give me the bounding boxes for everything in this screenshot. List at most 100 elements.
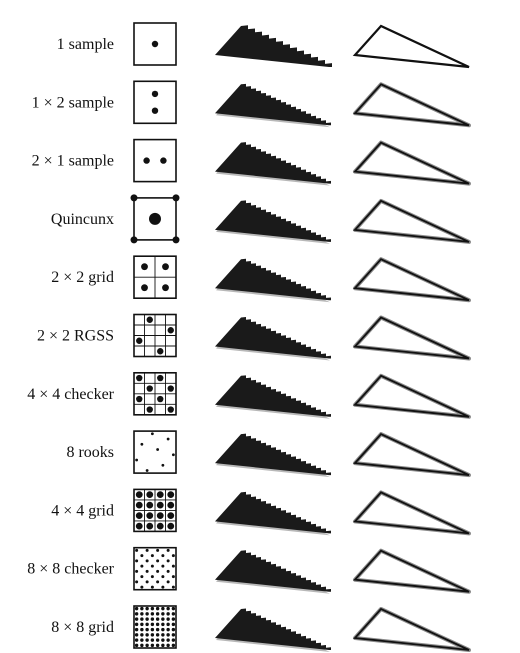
sample-point — [171, 638, 176, 642]
sample-point — [140, 627, 144, 632]
sample-point — [146, 316, 153, 323]
sample-point — [166, 643, 170, 648]
row-4x4-checker: 4 × 4 checker — [27, 371, 471, 419]
sample-point — [166, 559, 170, 563]
sample-point — [140, 585, 144, 589]
sample-point — [161, 564, 165, 568]
row-label: 4 × 4 grid — [51, 502, 114, 519]
sample-point — [134, 633, 139, 637]
sample-point — [150, 612, 155, 616]
sample-point — [140, 442, 144, 446]
sample-point — [146, 406, 153, 413]
row-label: 1 × 2 sample — [32, 94, 114, 111]
outline-triangle — [352, 24, 470, 69]
sample-point — [145, 569, 149, 573]
row-2x2-rgss: 2 × 2 RGSS — [37, 313, 471, 361]
sample-point — [171, 564, 175, 568]
sample-point — [171, 633, 176, 637]
sample-point — [156, 501, 164, 509]
outline-triangle — [353, 82, 471, 128]
sample-point — [151, 90, 159, 98]
row-8x8-grid: 8 × 8 grid — [51, 605, 471, 652]
sample-point — [150, 622, 155, 627]
sample-point — [151, 40, 159, 48]
sample-point — [145, 469, 149, 472]
sample-pattern-8x8-checker — [133, 546, 177, 591]
sample-point — [157, 374, 164, 382]
sample-point — [155, 643, 160, 648]
pattern-frame — [133, 430, 177, 474]
sample-point — [135, 491, 143, 499]
outline-edge — [353, 549, 470, 593]
outline-triangle — [353, 140, 471, 186]
sample-point — [136, 374, 143, 382]
sample-point — [135, 512, 143, 520]
sample-point — [171, 643, 176, 648]
sample-pattern-2x2-grid — [133, 255, 177, 300]
sample-point — [166, 569, 170, 573]
filled-triangle — [215, 433, 331, 478]
pattern-frame — [133, 22, 177, 66]
sample-point — [141, 284, 148, 292]
sample-point — [167, 491, 175, 499]
sample-point — [150, 643, 155, 648]
sample-point — [140, 638, 144, 642]
sample-point — [145, 617, 149, 621]
outline-edge — [353, 258, 470, 302]
sample-point — [171, 575, 175, 579]
sample-point — [134, 606, 139, 611]
sample-point — [145, 580, 149, 584]
sample-point — [140, 633, 144, 637]
row-label: 8 × 8 grid — [51, 619, 114, 636]
sample-point — [146, 512, 154, 520]
sample-point — [145, 643, 149, 648]
sample-point — [145, 638, 149, 642]
sample-point — [157, 395, 164, 403]
sample-point — [171, 453, 175, 457]
sample-pattern-2x1-sample — [133, 138, 177, 183]
outline-edge — [352, 24, 470, 69]
sample-point — [166, 437, 170, 441]
sample-point — [140, 554, 144, 558]
sample-point — [166, 638, 170, 642]
sample-point — [166, 617, 170, 621]
filled-triangle — [215, 258, 331, 303]
filled-triangle — [215, 317, 331, 361]
sample-point — [171, 622, 176, 627]
row-label: 2 × 2 grid — [51, 269, 114, 286]
sample-point — [161, 585, 165, 589]
sample-point — [136, 337, 143, 344]
sample-point — [155, 612, 160, 616]
sample-point — [134, 622, 139, 627]
sample-point — [167, 522, 175, 530]
sample-point — [146, 522, 154, 530]
sample-point — [140, 643, 144, 648]
sample-point — [134, 638, 139, 642]
sample-point — [161, 606, 165, 611]
sample-point — [134, 627, 139, 632]
sample-point — [166, 606, 170, 611]
sample-point — [134, 643, 139, 648]
sample-point — [156, 491, 164, 499]
sample-point — [160, 157, 167, 164]
row-1-sample: 1 sample — [57, 22, 470, 69]
filled-triangle — [215, 608, 331, 652]
sample-pattern-1-sample — [133, 22, 177, 66]
outline-edge — [353, 199, 470, 243]
outline-edge — [353, 607, 470, 651]
sample-point — [145, 633, 149, 637]
sample-point — [171, 554, 175, 558]
sample-point — [140, 575, 144, 579]
sample-point — [150, 585, 154, 589]
sample-point — [140, 617, 144, 621]
filled-triangle — [215, 83, 331, 128]
outline-edge — [353, 491, 470, 535]
sample-point — [166, 612, 170, 616]
sample-point — [143, 157, 150, 164]
sample-point — [162, 263, 169, 271]
sample-point — [150, 564, 154, 568]
sample-point — [150, 432, 154, 436]
sample-point — [155, 638, 160, 642]
sample-point — [155, 627, 160, 632]
pattern-frame — [133, 546, 177, 591]
